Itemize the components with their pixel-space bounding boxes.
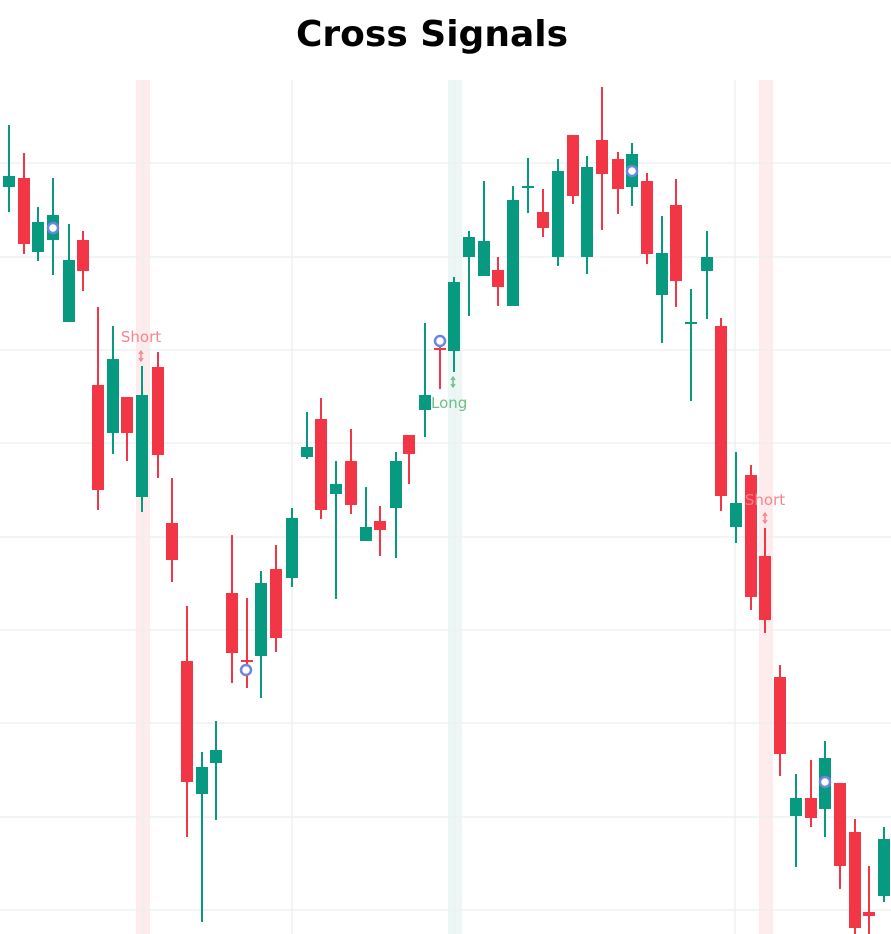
candle-up [301,412,313,459]
candle-up [701,231,713,319]
candle-up [522,158,534,213]
long-signal-label: Long [431,394,467,412]
candle-down [166,478,178,582]
candle-up [63,224,75,322]
candle-down [345,429,357,514]
candle-up [581,156,593,274]
short-signal-band [759,80,773,934]
candle-up [390,452,402,558]
candle-down [226,535,238,683]
candle-down [77,231,89,291]
cross-marker-icon [818,775,832,789]
candle-up [448,277,460,372]
candle-up [107,326,119,454]
candle-down [315,398,327,519]
signal-labels: Short Long Short [121,328,785,525]
candle-down [152,352,164,478]
candle-down [759,528,771,633]
cross-marker-icon [46,221,60,235]
candle-up [819,741,831,837]
candle-down [181,606,193,837]
candle-down [374,506,386,556]
candle-up [255,571,267,698]
candle-up [463,231,475,316]
candle-up [552,159,564,266]
candle-down [612,152,624,214]
candlestick-chart: Short Long Short [0,80,891,934]
candle-down [834,783,846,889]
candle-down [641,173,653,264]
candle-down [18,153,30,254]
cross-marker-icon [625,164,639,178]
candle-down [863,866,875,934]
candle-up [286,508,298,587]
candle-up [878,827,890,902]
candle-down [849,819,861,934]
candle-down [403,435,415,484]
candle-down [434,345,446,389]
short-signal-label: Short [121,328,161,346]
candle-down [596,87,608,230]
candles [3,87,890,934]
candle-up [685,289,697,401]
cross-markers [46,164,832,789]
candle-down [805,760,817,827]
candle-up [196,752,208,922]
candle-up [136,366,148,512]
cross-marker-icon [239,663,253,677]
candle-down [745,465,757,610]
candle-up [790,774,802,867]
candle-up [419,323,431,437]
short-signal-label: Short [745,491,785,509]
candle-up [330,461,342,599]
candle-down [715,318,727,511]
candle-up [656,216,668,343]
candle-down [567,135,579,204]
candle-down [270,545,282,652]
candle-up [478,181,490,276]
candle-down [670,179,682,307]
candle-up [3,125,15,212]
candle-down [537,189,549,237]
candle-up [32,207,44,261]
candle-up [507,186,519,306]
candle-up [360,487,372,541]
chart-title: Cross Signals [295,14,569,55]
cross-marker-icon [433,334,447,348]
candle-down [774,665,786,776]
candle-down [92,307,104,510]
candle-down [492,257,504,306]
candle-down [121,397,133,461]
candle-up [730,452,742,543]
candle-up [210,721,222,820]
